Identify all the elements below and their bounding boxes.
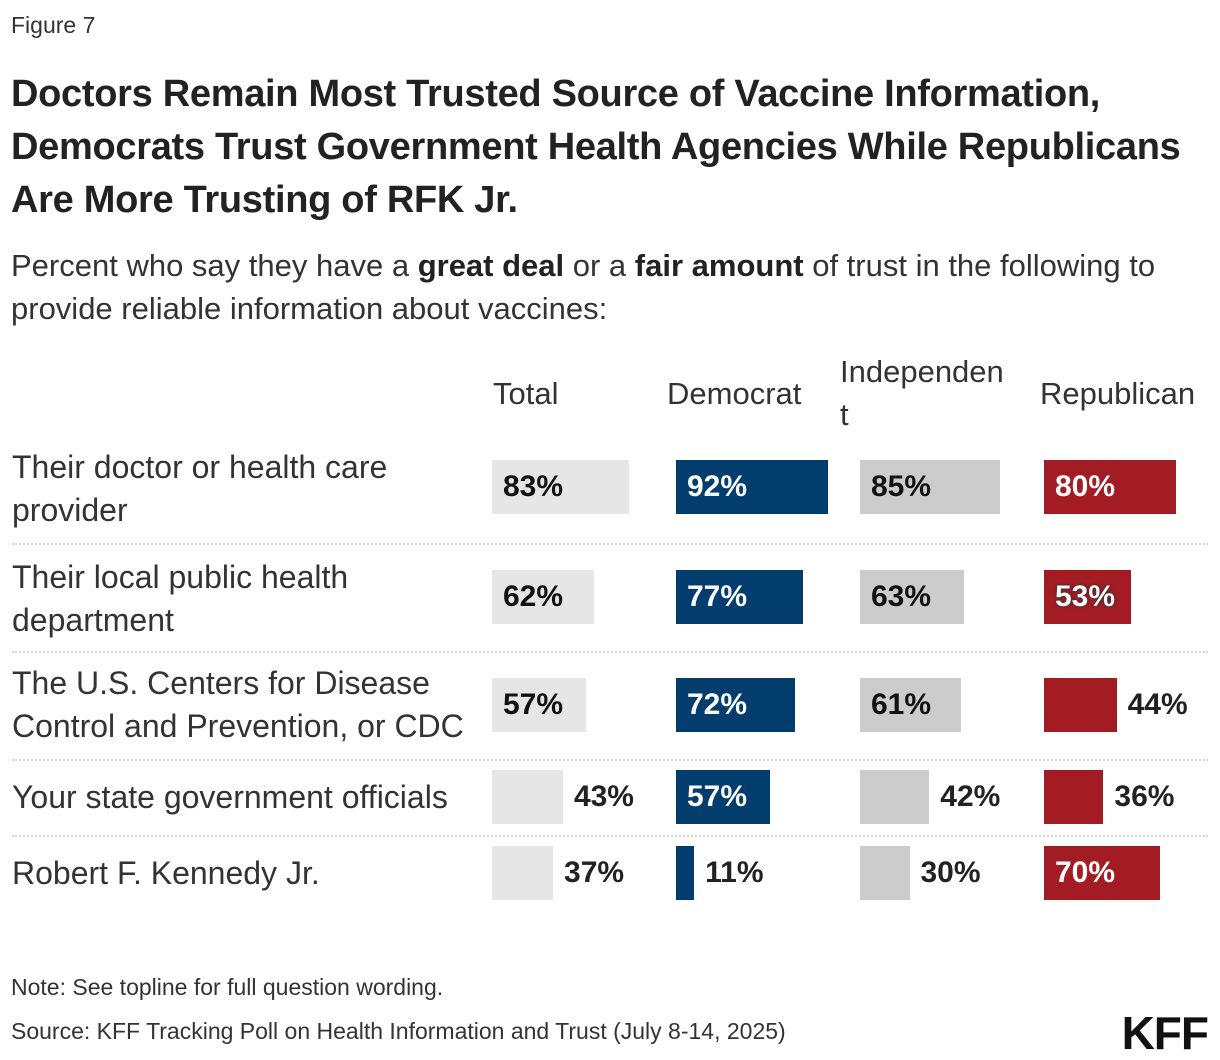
data-label: 57% [687,780,748,813]
row-divider [12,759,1208,761]
subtitle-text: Percent who say they have a [11,248,418,283]
data-label: 53% [1055,580,1116,613]
bar-republican [1044,460,1176,514]
bar-independent [860,460,1001,514]
subtitle-bold: fair amount [634,248,804,283]
row-label: The U.S. Centers for Disease Control and… [12,665,464,744]
figure-label: Figure 7 [11,12,96,38]
note: Note: See topline for full question word… [11,974,444,1000]
bar-total [492,570,595,624]
bar-independent [860,570,964,624]
bar-independent [860,678,961,732]
data-label: 61% [871,688,932,721]
row-divider [12,835,1208,837]
bar-total [492,770,563,824]
bar-democrat [676,570,804,624]
bar-democrat [676,460,828,514]
data-label: 63% [871,580,932,613]
chart-subtitle: Percent who say they have a great deal o… [11,244,1211,330]
kff-logo: KFF [1121,1007,1209,1059]
data-label: 57% [503,688,564,721]
bar-independent [860,770,930,824]
subtitle-text: of trust in the following to provide rel… [11,248,1156,326]
row-label: Their doctor or health care provider [12,449,388,528]
bar-democrat [676,770,771,824]
subtitle-text: or a [564,248,635,283]
bar-republican [1044,570,1132,624]
row-label: Their local public health department [12,559,349,638]
data-label: 80% [1055,470,1116,503]
data-label: 70% [1055,856,1116,889]
data-label: 30% [920,856,981,889]
column-header-republican: Republican [1040,376,1196,411]
data-label: 77% [687,580,748,613]
column-header-independent: Independent [840,354,1004,432]
data-label: 36% [1114,780,1175,813]
bar-total [492,846,554,900]
bar-total [492,678,587,732]
row-label: Your state government officials [12,779,448,815]
row-divider [12,543,1208,545]
data-label: 11% [705,856,764,889]
chart-title: Doctors Remain Most Trusted Source of Va… [11,73,1181,221]
bar-republican [1044,770,1104,824]
data-label: 83% [503,470,564,503]
column-header-total: Total [493,376,559,411]
data-label: 43% [573,780,634,813]
bar-republican [1044,846,1160,900]
data-label: 42% [940,780,1001,813]
row-divider [12,651,1208,653]
source: Source: KFF Tracking Poll on Health Info… [11,1018,786,1044]
data-label: 72% [687,688,748,721]
row-label: Robert F. Kennedy Jr. [12,855,320,891]
data-label: 37% [564,856,625,889]
column-header-democrat: Democrat [667,376,802,411]
data-label: 62% [503,580,564,613]
bar-total [492,460,629,514]
bar-independent [860,846,910,900]
data-label: 44% [1127,688,1188,721]
bar-republican [1044,678,1117,732]
data-label: 85% [871,470,932,503]
bar-democrat [676,846,695,900]
subtitle-bold: great deal [417,248,565,283]
bar-democrat [676,678,795,732]
data-label: 92% [687,470,748,503]
